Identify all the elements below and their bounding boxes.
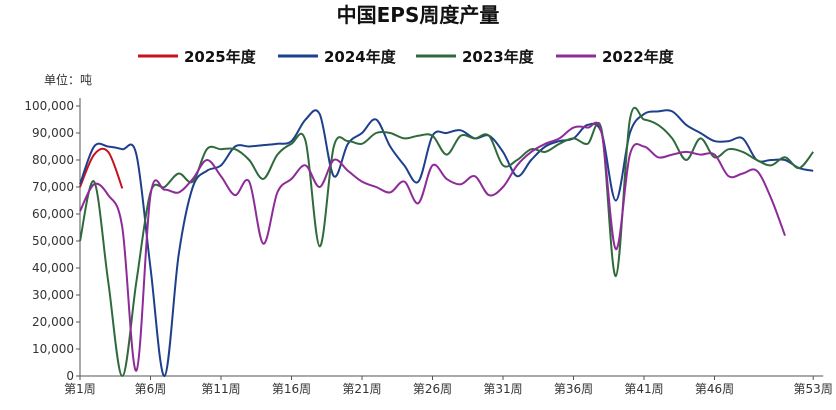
- x-tick-label: 第46周: [695, 382, 734, 396]
- x-tick-label: 第16周: [272, 382, 311, 396]
- y-tick-label: 10,000: [32, 342, 74, 356]
- x-tick-label: 第1周: [64, 382, 96, 396]
- y-tick-label: 80,000: [32, 153, 74, 167]
- legend-label: 2022年度: [602, 48, 675, 66]
- x-tick-label: 第53周: [794, 382, 833, 396]
- y-tick-label: 40,000: [32, 261, 74, 275]
- series-line: [79, 147, 124, 189]
- y-tick-label: 0: [66, 369, 74, 383]
- x-tick-label: 第6周: [135, 382, 167, 396]
- legend-label: 2024年度: [324, 48, 397, 66]
- legend-label: 2025年度: [184, 48, 257, 66]
- y-tick-label: 70,000: [32, 180, 74, 194]
- series-line: [79, 106, 814, 378]
- chart-title: 中国EPS周度产量: [337, 3, 500, 27]
- x-tick-label: 第36周: [554, 382, 593, 396]
- legend-label: 2023年度: [462, 48, 535, 66]
- y-tick-label: 90,000: [32, 126, 74, 140]
- x-tick-label: 第41周: [624, 382, 663, 396]
- x-tick-label: 第31周: [483, 382, 522, 396]
- y-tick-label: 100,000: [24, 99, 74, 113]
- series-line: [79, 109, 814, 378]
- y-tick-label: 50,000: [32, 234, 74, 248]
- y-tick-label: 20,000: [32, 315, 74, 329]
- y-tick-label: 60,000: [32, 207, 74, 221]
- x-tick-label: 第11周: [201, 382, 240, 396]
- x-tick-label: 第26周: [413, 382, 452, 396]
- series-line: [79, 121, 786, 372]
- y-unit-label: 单位：吨: [44, 72, 92, 87]
- x-tick-label: 第21周: [342, 382, 381, 396]
- y-tick-label: 30,000: [32, 288, 74, 302]
- legend: 2025年度 2024年度 2023年度 2022年度: [138, 48, 675, 66]
